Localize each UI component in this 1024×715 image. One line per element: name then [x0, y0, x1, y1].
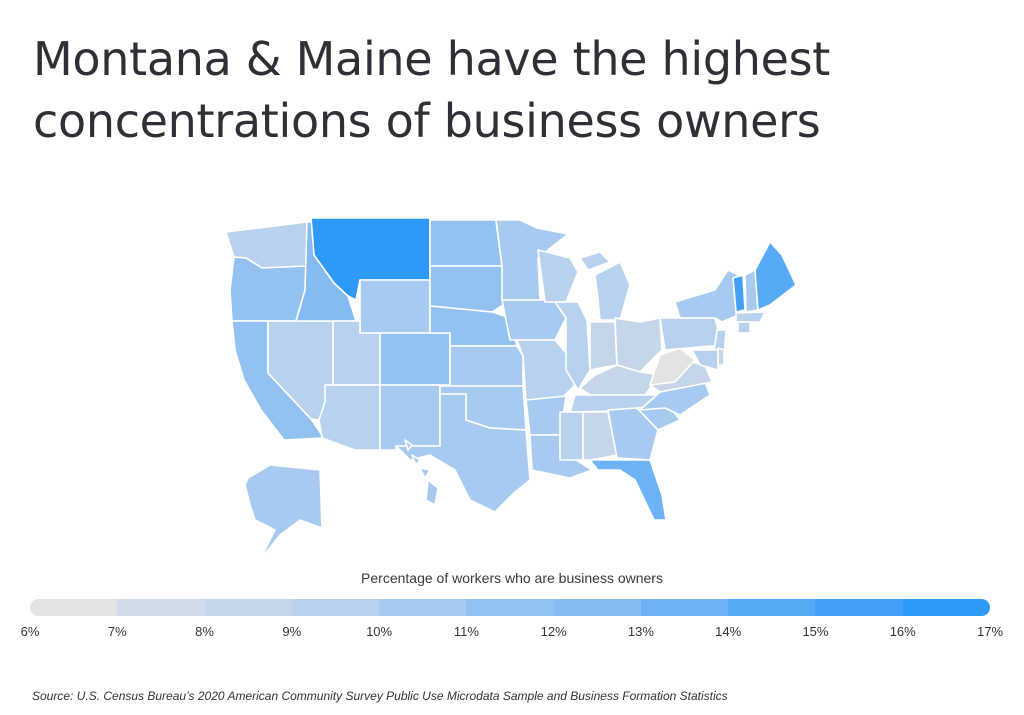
state-ma — [735, 311, 766, 323]
state-wy — [359, 279, 431, 334]
legend-segment — [117, 599, 205, 616]
state-mo — [516, 339, 576, 401]
legend-segment — [902, 599, 990, 616]
state-al — [582, 411, 618, 461]
state-ms — [559, 411, 584, 461]
state-pa — [659, 317, 723, 351]
state-ct — [737, 321, 751, 334]
state-in — [589, 321, 618, 371]
legend-tick-label: 8% — [195, 624, 214, 639]
state-me — [754, 241, 797, 311]
legend-tick-label: 17% — [976, 624, 1004, 639]
state-ga — [607, 407, 659, 461]
legend-segment — [815, 599, 903, 616]
legend-tick-label: 11% — [453, 624, 479, 639]
legend-tick-label: 15% — [802, 624, 829, 639]
source-note: Source: U.S. Census Bureau’s 2020 Americ… — [32, 689, 728, 703]
state-wi — [537, 249, 579, 303]
state-ny — [674, 269, 739, 323]
legend-tick-label: 13% — [627, 624, 654, 639]
state-ks — [449, 345, 524, 387]
state-nd — [429, 219, 503, 267]
legend-title: Percentage of workers who are business o… — [361, 570, 663, 586]
state-il — [554, 301, 591, 391]
state-tx — [395, 393, 531, 513]
state-oh — [614, 317, 663, 373]
legend-tick-label: 12% — [540, 624, 567, 639]
color-scale-bar — [30, 599, 990, 616]
legend-segment — [728, 599, 816, 616]
state-sd — [429, 265, 504, 313]
legend-segment — [553, 599, 641, 616]
state-hi — [404, 439, 439, 506]
state-de — [717, 347, 725, 366]
legend-tick-label: 16% — [889, 624, 916, 639]
state-nm — [379, 384, 441, 451]
state-ak — [244, 464, 323, 561]
state-fl — [589, 459, 667, 521]
legend-ticks: 6% 7% 8% 9% 10% 11% 12% 13% 14% 15% 16% 17% — [21, 624, 1003, 642]
chart-title: Montana & Maine have the highest concent… — [33, 32, 830, 148]
state-vt — [732, 274, 746, 313]
legend-tick-label: 14% — [715, 624, 742, 639]
legend-segment — [291, 599, 380, 616]
state-co — [379, 332, 451, 386]
state-mi — [579, 251, 631, 321]
legend-segment — [640, 599, 729, 616]
legend-tick-label: 9% — [282, 624, 302, 639]
legend-segment — [379, 599, 467, 616]
legend-tick-label: 6% — [20, 624, 40, 639]
legend-tick-label: 10% — [366, 624, 393, 639]
state-az — [318, 384, 381, 451]
state-md — [691, 349, 719, 371]
legend-tick-label: 7% — [107, 624, 127, 639]
legend-segment — [204, 599, 292, 616]
legend-segment — [466, 599, 554, 616]
state-mn — [495, 219, 569, 301]
state-ia — [501, 299, 567, 341]
legend-segment — [30, 599, 118, 616]
